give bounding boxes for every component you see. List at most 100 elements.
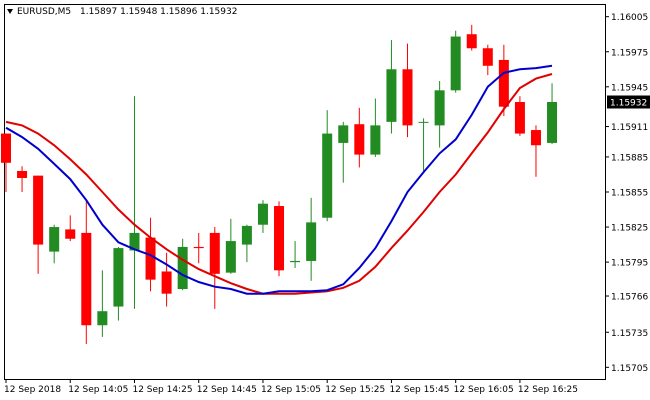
candle <box>306 197 317 281</box>
candle-body <box>257 203 268 225</box>
y-tick-label: 1.16005 <box>611 13 648 23</box>
candle <box>322 110 333 222</box>
ma-slow-line <box>5 73 553 295</box>
candle-body <box>450 36 461 91</box>
x-tick-label: 12 Sep 15:25 <box>325 385 385 395</box>
y-tick-label: 1.15945 <box>611 83 648 93</box>
x-tick-label: 12 Sep 15:05 <box>261 385 321 395</box>
candle <box>113 246 124 321</box>
candle <box>257 200 268 233</box>
y-tick-label: 1.15885 <box>611 153 648 163</box>
candle-body <box>354 124 365 155</box>
candle <box>498 44 509 117</box>
candle <box>418 118 429 171</box>
y-tick-label: 1.15766 <box>611 293 648 303</box>
candle-body <box>49 227 60 252</box>
current-price-marker: 1.15932 <box>607 95 650 109</box>
x-tick-label: 12 Sep 16:05 <box>454 385 514 395</box>
header-ohlc: 1.15897 1.15948 1.15896 1.15932 <box>80 7 237 17</box>
candle <box>17 166 28 192</box>
candle <box>402 43 413 138</box>
candle-body <box>306 222 317 261</box>
y-tick-label: 1.15735 <box>611 329 648 339</box>
candle <box>547 83 558 145</box>
candle <box>354 107 365 168</box>
candle-body <box>547 102 558 143</box>
candle-body <box>338 125 349 143</box>
chart-header: EURUSD,M5 1.15897 1.15948 1.15896 1.1593… <box>7 7 237 17</box>
candle-body <box>145 237 156 280</box>
x-tick-label: 12 Sep 14:05 <box>68 385 128 395</box>
candle-body <box>113 248 124 307</box>
y-tick-label: 1.15911 <box>611 123 648 133</box>
candle <box>65 215 76 242</box>
candle-body <box>370 125 381 155</box>
candle <box>225 218 236 274</box>
candle-body <box>418 121 429 123</box>
collapse-triangle-icon[interactable] <box>7 9 13 14</box>
plot-frame <box>4 4 606 380</box>
y-tick-label: 1.15795 <box>611 259 648 269</box>
time-axis: 12 Sep 2018 12 Sep 14:05 12 Sep 14:25 12 Se… <box>4 379 578 395</box>
candle-body <box>225 241 236 273</box>
candle-body <box>177 246 188 290</box>
candle-body <box>129 232 140 251</box>
candle <box>161 252 172 307</box>
candle <box>450 30 461 93</box>
candle <box>370 98 381 157</box>
candle-body <box>161 271 172 294</box>
candle-body <box>498 59 509 107</box>
x-tick-label: 12 Sep 15:45 <box>389 385 449 395</box>
candle <box>129 96 140 309</box>
candles-layer <box>1 24 558 344</box>
candle-body <box>193 246 204 249</box>
candle <box>290 241 301 268</box>
candle-body <box>466 34 477 49</box>
x-tick-label: 12 Sep 14:25 <box>132 385 192 395</box>
candle <box>434 80 445 148</box>
candle-body <box>209 232 220 274</box>
candle-body <box>241 225 252 245</box>
ma-fast-line <box>5 64 553 295</box>
candle <box>514 96 525 136</box>
x-tick-label: 12 Sep 16:25 <box>518 385 578 395</box>
price-marker-label: 1.15932 <box>610 99 647 109</box>
candle <box>530 125 541 177</box>
candle <box>274 201 285 277</box>
candle <box>33 175 44 274</box>
y-tick-label: 1.15825 <box>611 224 648 234</box>
candle-body <box>434 90 445 126</box>
candle <box>1 133 11 192</box>
candle-body <box>33 175 44 245</box>
candle <box>338 121 349 183</box>
y-tick-label: 1.15705 <box>611 364 648 374</box>
x-tick-label: 12 Sep 2018 <box>4 385 61 395</box>
candle <box>482 44 493 76</box>
candle <box>193 232 204 264</box>
y-tick-label: 1.15975 <box>611 48 648 58</box>
candle <box>466 24 477 51</box>
header-symbol: EURUSD,M5 <box>17 7 71 17</box>
candle-body <box>530 130 541 146</box>
candle <box>241 224 252 263</box>
moving-averages-layer <box>5 64 553 295</box>
price-axis: 1.16005 1.15975 1.15945 1.15911 1.15885 1.158… <box>605 13 648 374</box>
candle-body <box>274 206 285 271</box>
y-tick-label: 1.15855 <box>611 189 648 199</box>
candle-body <box>322 133 333 218</box>
candle-body <box>1 133 11 163</box>
candle <box>386 40 397 134</box>
candle-body <box>402 69 413 126</box>
candle-body <box>290 260 301 263</box>
candle <box>97 270 108 337</box>
candle-body <box>65 229 76 239</box>
x-tick-label: 12 Sep 14:45 <box>197 385 257 395</box>
price-marker-box <box>607 95 650 109</box>
candle <box>49 224 60 264</box>
candle-body <box>386 69 397 122</box>
candle <box>209 227 220 309</box>
candle <box>81 200 92 344</box>
candle <box>177 238 188 291</box>
